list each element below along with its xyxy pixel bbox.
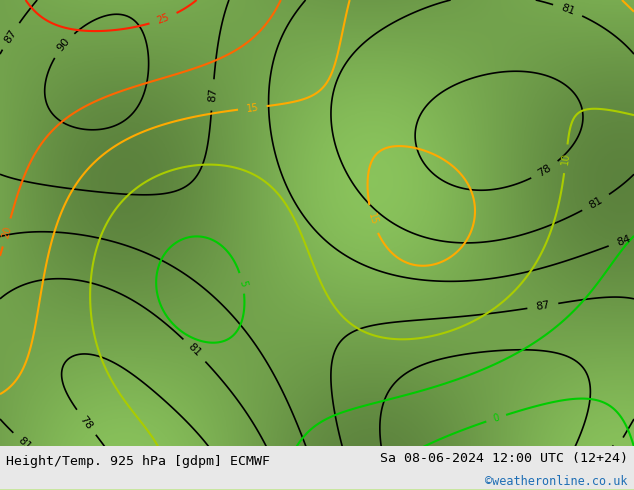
Text: 5: 5: [275, 473, 287, 483]
Text: 20: 20: [0, 225, 13, 240]
Text: 78: 78: [78, 414, 94, 431]
Text: 81: 81: [16, 435, 33, 452]
Text: 15: 15: [366, 212, 379, 227]
Text: Height/Temp. 925 hPa [gdpm] ECMWF: Height/Temp. 925 hPa [gdpm] ECMWF: [6, 455, 270, 468]
Text: 90: 90: [55, 36, 72, 54]
Text: 5: 5: [237, 279, 248, 287]
Text: 15: 15: [245, 102, 259, 114]
Bar: [0, 446, 634, 490]
Text: 87: 87: [207, 87, 218, 102]
Text: 87: 87: [535, 300, 551, 312]
Text: 87: 87: [3, 27, 18, 45]
Text: 87: 87: [607, 442, 623, 460]
Text: 90: 90: [557, 458, 573, 475]
Text: 0: 0: [492, 413, 501, 424]
Text: 81: 81: [186, 342, 203, 359]
Text: 78: 78: [536, 162, 553, 178]
Text: Sa 08-06-2024 12:00 UTC (12+24): Sa 08-06-2024 12:00 UTC (12+24): [380, 452, 628, 465]
Text: 81: 81: [587, 195, 604, 211]
Text: 84: 84: [309, 466, 323, 483]
Text: 10: 10: [560, 152, 571, 166]
Text: 84: 84: [615, 233, 632, 247]
Text: 25: 25: [156, 12, 171, 26]
Text: 81: 81: [559, 2, 576, 17]
Text: ©weatheronline.co.uk: ©weatheronline.co.uk: [485, 475, 628, 488]
